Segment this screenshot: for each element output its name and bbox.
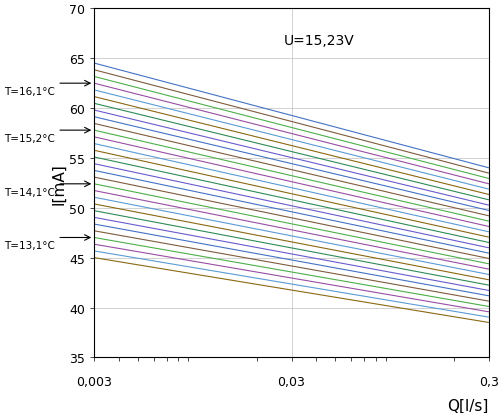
Text: T=14,1°C: T=14,1°C — [4, 188, 54, 197]
Text: Q[l/s]: Q[l/s] — [448, 397, 489, 412]
Text: 0,3: 0,3 — [479, 375, 499, 388]
Text: 0,03: 0,03 — [278, 375, 305, 388]
Text: U=15,23V: U=15,23V — [284, 33, 355, 47]
Text: T=15,2°C: T=15,2°C — [4, 134, 54, 144]
Text: 0,003: 0,003 — [76, 375, 112, 388]
Text: T=13,1°C: T=13,1°C — [4, 241, 54, 251]
Text: T=16,1°C: T=16,1°C — [4, 87, 54, 97]
Y-axis label: I[mA]: I[mA] — [51, 162, 66, 204]
